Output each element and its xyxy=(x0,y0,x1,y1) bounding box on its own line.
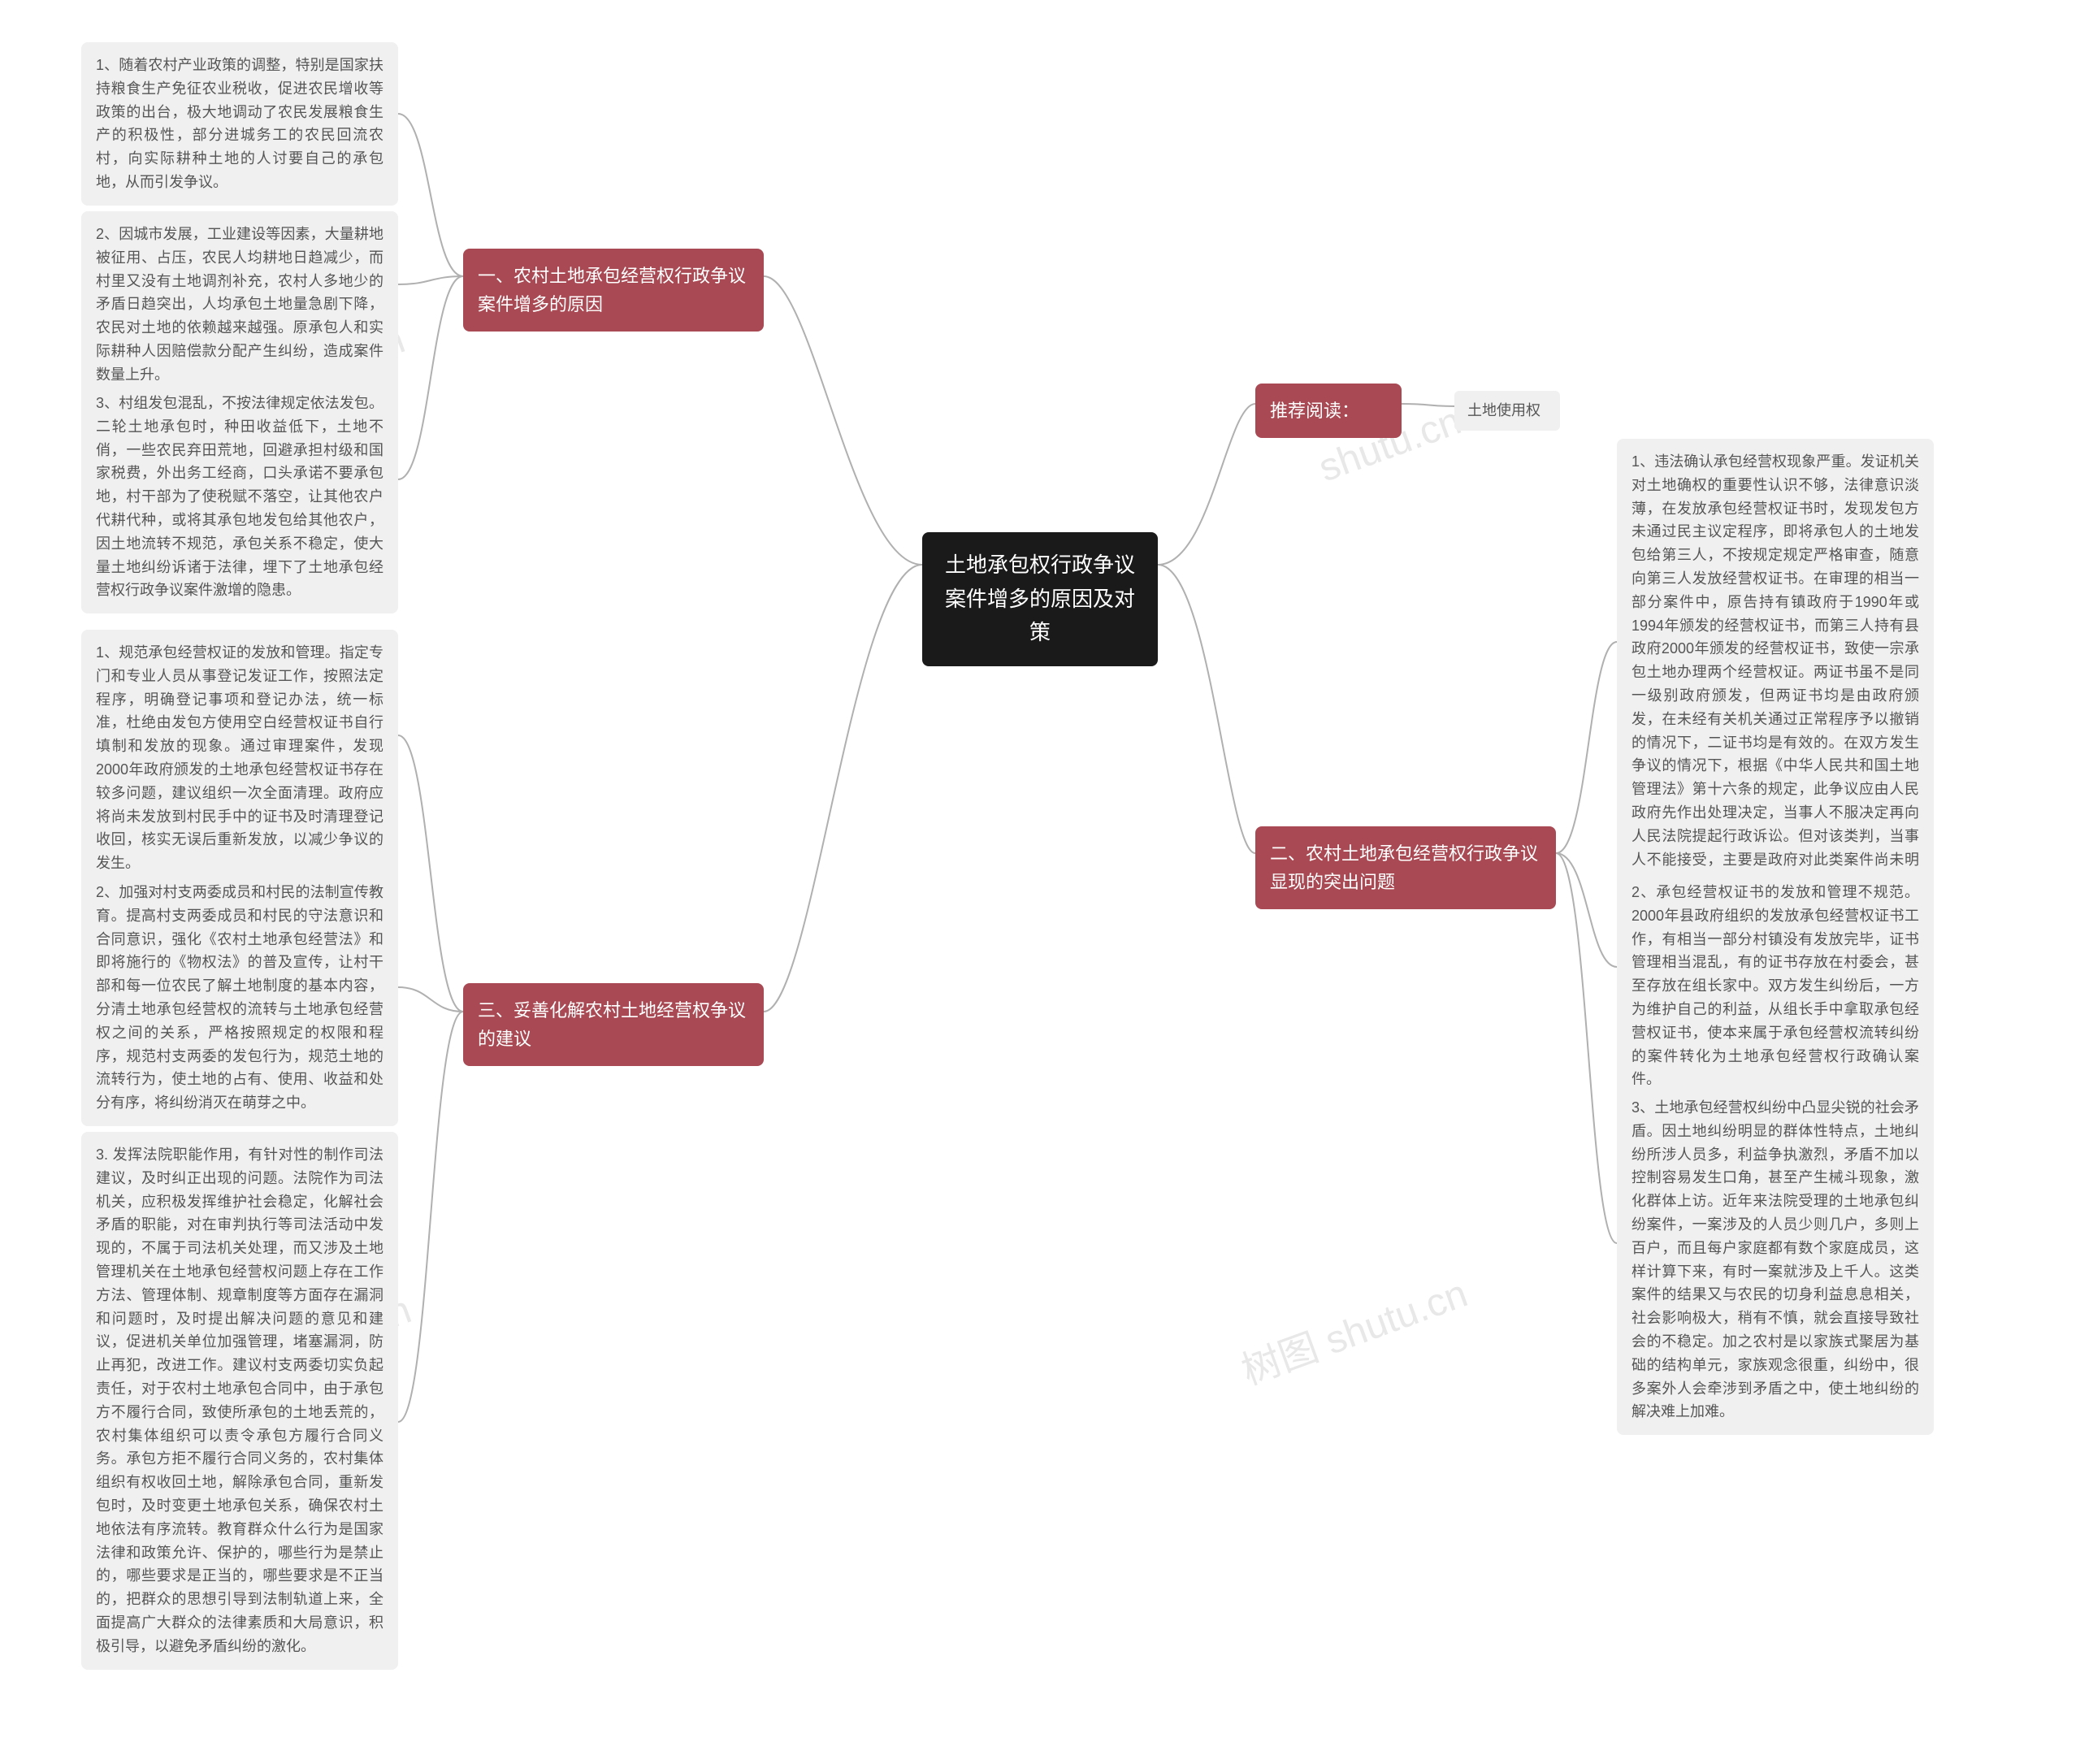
root-node: 土地承包权行政争议案件增多的原因及对策 xyxy=(922,532,1158,666)
leaf-l1-1: 1、随着农村产业政策的调整，特别是国家扶持粮食生产免征农业税收，促进农民增收等政… xyxy=(81,42,398,206)
leaf-l3-3: 3. 发挥法院职能作用，有针对性的制作司法建议，及时纠正出现的问题。法院作为司法… xyxy=(81,1132,398,1670)
leaf-l3-1: 1、规范承包经营权证的发放和管理。指定专门和专业人员从事登记发证工作，按照法定程… xyxy=(81,630,398,886)
leaf-land-use-right: 土地使用权 xyxy=(1454,391,1560,431)
branch-one-causes: 一、农村土地承包经营权行政争议案件增多的原因 xyxy=(463,249,764,332)
branch-three-suggestions: 三、妥善化解农村土地经营权争议的建议 xyxy=(463,983,764,1066)
leaf-r2-1: 1、违法确认承包经营权现象严重。发证机关对土地确权的重要性认识不够，法律意识淡薄… xyxy=(1617,439,1934,906)
branch-two-problems: 二、农村土地承包经营权行政争议显现的突出问题 xyxy=(1255,826,1556,909)
leaf-l3-2: 2、加强对村支两委成员和村民的法制宣传教育。提高村支两委成员和村民的守法意识和合… xyxy=(81,869,398,1126)
leaf-r2-2: 2、承包经营权证书的发放和管理不规范。2000年县政府组织的发放承包经营权证书工… xyxy=(1617,869,1934,1103)
watermark: 树图 shutu.cn xyxy=(1233,1261,1474,1395)
leaf-r2-3: 3、土地承包经营权纠纷中凸显尖锐的社会矛盾。因土地纠纷明显的群体性特点，土地纠纷… xyxy=(1617,1085,1934,1435)
leaf-l1-3: 3、村组发包混乱，不按法律规定依法发包。二轮土地承包时，种田收益低下，土地不俏，… xyxy=(81,380,398,613)
leaf-l1-2: 2、因城市发展，工业建设等因素，大量耕地被征用、占压，农民人均耕地日趋减少，而村… xyxy=(81,211,398,398)
branch-recommended-reading: 推荐阅读： xyxy=(1255,384,1402,438)
